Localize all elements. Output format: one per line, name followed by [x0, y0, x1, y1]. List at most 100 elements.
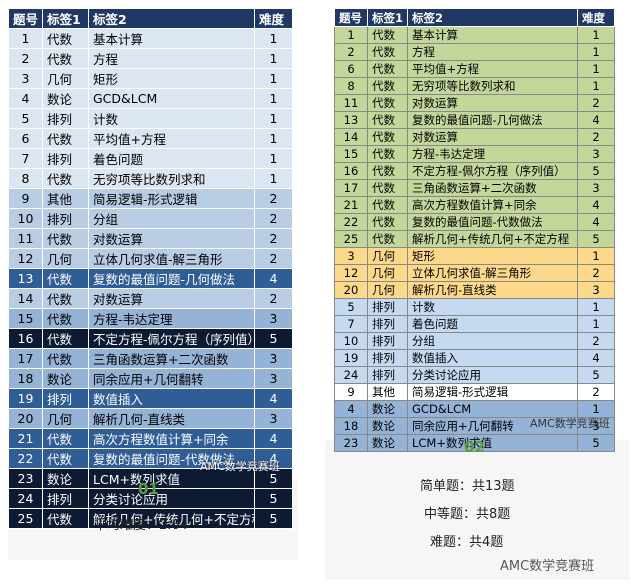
- cell: 计数: [88, 108, 255, 129]
- cell: 代数: [367, 213, 408, 231]
- cell: 代数: [42, 168, 89, 189]
- cell: 几何: [367, 264, 408, 282]
- table-row: 14 代数 对数运算 2: [8, 288, 293, 309]
- cell: 19: [8, 388, 43, 409]
- cell: 代数: [42, 428, 89, 449]
- cell: 不定方程-佩尔方程（序列值）: [88, 328, 255, 349]
- cell: 同余应用+几何翻转: [88, 368, 255, 389]
- cell: 17: [8, 348, 43, 369]
- cell: 4: [8, 88, 43, 109]
- table-row: 25 代数 解析几何+传统几何+不定方程 5: [334, 230, 615, 248]
- cell: 方程-韦达定理: [88, 308, 255, 329]
- cell: 代数: [42, 508, 89, 529]
- header-cell: 标签1: [42, 8, 89, 29]
- cell: 代数: [42, 228, 89, 249]
- section-label: 02: [464, 438, 485, 456]
- cell: 代数: [42, 448, 89, 469]
- cell: 复数的最值问题-代数做法: [407, 213, 578, 231]
- cell: 5: [577, 434, 615, 452]
- table-row: 10 排列 分组 2: [8, 208, 293, 229]
- cell: 1: [8, 28, 43, 49]
- cell: 代数: [367, 179, 408, 197]
- header-cell: 难度: [577, 8, 615, 27]
- cell: 17: [334, 179, 368, 197]
- cell: 3: [577, 179, 615, 197]
- cell: 20: [334, 281, 368, 299]
- cell: 1: [254, 108, 293, 129]
- cell: 分类讨论应用: [407, 366, 578, 384]
- cell: 3: [8, 68, 43, 89]
- cell: LCM+数列求值: [407, 434, 578, 452]
- cell: 1: [577, 60, 615, 78]
- cell: 5: [254, 468, 293, 489]
- cell: 19: [334, 349, 368, 367]
- cell: 其他: [42, 188, 89, 209]
- cell: 代数: [367, 145, 408, 163]
- cell: 高次方程数值计算+同余: [407, 196, 578, 214]
- cell: 23: [334, 434, 368, 452]
- cell: 无穷项等比数列求和: [88, 168, 255, 189]
- cell: 1: [577, 43, 615, 61]
- cell: 5: [334, 298, 368, 316]
- table-row: 1 代数 基本计算 1: [334, 26, 615, 44]
- table-row: 18 数论 同余应用+几何翻转 3: [334, 417, 615, 435]
- cell: 2: [577, 264, 615, 282]
- header-cell: 标签1: [367, 8, 408, 27]
- cell: 7: [8, 148, 43, 169]
- cell: 无穷项等比数列求和: [407, 77, 578, 95]
- cell: 代数: [42, 348, 89, 369]
- cell: 同余应用+几何翻转: [407, 417, 578, 435]
- watermark: AMC数学竞赛班: [200, 460, 280, 473]
- table-row: 6 代数 平均值+方程 1: [8, 128, 293, 149]
- cell: 解析几何+传统几何+不定方程: [407, 230, 578, 248]
- table-row: 1 代数 基本计算 1: [8, 28, 293, 49]
- cell: 4: [577, 111, 615, 129]
- cell: 14: [8, 288, 43, 309]
- cell: 立体几何求值-解三角形: [407, 264, 578, 282]
- cell: 5: [254, 488, 293, 509]
- cell: 方程: [88, 48, 255, 69]
- table-row: 17 代数 三角函数运算+二次函数 3: [8, 348, 293, 369]
- cell: 解析几何-直线类: [88, 408, 255, 429]
- cell: 16: [334, 162, 368, 180]
- cell: 15: [334, 145, 368, 163]
- table-row: 5 排列 计数 1: [334, 298, 615, 316]
- cell: 4: [577, 349, 615, 367]
- cell: 18: [334, 417, 368, 435]
- cell: 其他: [367, 383, 408, 401]
- table-row: 23 数论 LCM+数列求值 5: [334, 434, 615, 452]
- cell: 方程: [407, 43, 578, 61]
- cell: 排列: [42, 108, 89, 129]
- cell: 数论: [367, 417, 408, 435]
- cell: 2: [8, 48, 43, 69]
- cell: 25: [8, 508, 43, 529]
- cell: 11: [8, 228, 43, 249]
- table-row: 7 排列 着色问题 1: [334, 315, 615, 333]
- cell: 分组: [407, 332, 578, 350]
- cell: 1: [577, 26, 615, 44]
- cell: 代数: [367, 77, 408, 95]
- cell: 25: [334, 230, 368, 248]
- cell: 排列: [42, 208, 89, 229]
- cell: 5: [577, 162, 615, 180]
- right-table: 题号 标签1 标签2 难度 1 代数 基本计算 1 2 代数 方程 1 6 代数 平均值+方程 1 8 代数 无穷项…: [334, 8, 615, 452]
- table-row: 4 数论 GCD&LCM 1: [334, 400, 615, 418]
- cell: 2: [254, 228, 293, 249]
- cell: 三角函数运算+二次函数: [407, 179, 578, 197]
- summary: 平均难度：2.64: [94, 518, 188, 533]
- cell: 几何: [42, 248, 89, 269]
- cell: 23: [8, 468, 43, 489]
- cell: 排列: [42, 148, 89, 169]
- header-row: 题号 标签1 标签2 难度: [334, 8, 615, 27]
- cell: 4: [577, 196, 615, 214]
- table-row: 8 代数 无穷项等比数列求和 1: [8, 168, 293, 189]
- cell: 4: [334, 400, 368, 418]
- cell: 9: [8, 188, 43, 209]
- table-row: 2 代数 方程 1: [334, 43, 615, 61]
- cell: 代数: [367, 196, 408, 214]
- cell: 排列: [367, 298, 408, 316]
- cell: 1: [254, 28, 293, 49]
- cell: 15: [8, 308, 43, 329]
- table-row: 9 其他 简易逻辑-形式逻辑 2: [8, 188, 293, 209]
- left-table: 题号 标签1 标签2 难度 1 代数 基本计算 1 2 代数 方程 1 3 几何 矩形 1 4 数论 GCD&LCM…: [8, 8, 293, 529]
